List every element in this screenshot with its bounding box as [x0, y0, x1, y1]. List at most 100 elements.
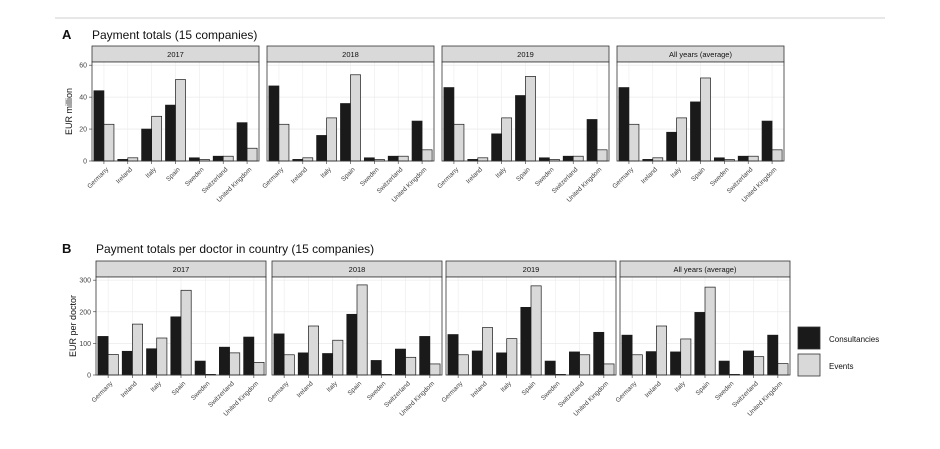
bar-consultancies-ireland-all-years-average: [645, 351, 657, 376]
bar-consultancies-germany-2018: [273, 333, 285, 376]
bar-consultancies-united-kingdom-all-years-average: [761, 120, 773, 162]
x-tick-label-ireland: Ireland: [120, 380, 139, 399]
bar-consultancies-sweden-all-years-average: [713, 157, 725, 162]
bar-consultancies-switzerland-2019: [562, 155, 574, 162]
bar-consultancies-switzerland-2017: [219, 346, 230, 376]
y-tick-label: 100: [79, 341, 91, 348]
bar-events-united-kingdom-2018: [421, 149, 433, 162]
x-tick-label-ireland: Ireland: [465, 166, 484, 185]
x-tick-label-ireland: Ireland: [115, 166, 134, 185]
bar-events-united-kingdom-all-years-average: [777, 363, 789, 376]
bar-consultancies-spain-2017: [170, 316, 182, 376]
x-tick-label-germany: Germany: [86, 166, 110, 190]
bar-events-switzerland-all-years-average: [747, 155, 759, 162]
bar-consultancies-spain-2019: [515, 95, 526, 162]
y-tick-label: 40: [79, 95, 87, 102]
x-tick-label-ireland: Ireland: [290, 166, 309, 185]
bar-consultancies-spain-2019: [520, 306, 532, 376]
legend-label-events: Events: [829, 362, 853, 371]
x-tick-label-ireland: Ireland: [470, 380, 489, 399]
bar-consultancies-spain-all-years-average: [690, 101, 701, 162]
bar-events-united-kingdom-2019: [596, 149, 608, 162]
x-tick-label-spain: Spain: [340, 166, 357, 183]
x-tick-label-spain: Spain: [690, 166, 707, 183]
bar-consultancies-spain-all-years-average: [694, 312, 706, 376]
x-tick-label-sweden: Sweden: [366, 380, 388, 402]
x-tick-label-ireland: Ireland: [296, 380, 315, 399]
facet-strip-label: 2017: [167, 50, 184, 59]
bar-consultancies-switzerland-2018: [395, 348, 406, 376]
bar-consultancies-spain-2018: [346, 313, 358, 376]
bar-consultancies-switzerland-2019: [569, 351, 580, 376]
facet-strip-label: 2017: [173, 265, 190, 274]
bar-consultancies-italy-all-years-average: [666, 131, 677, 162]
y-tick-label: 60: [79, 63, 87, 70]
facet-strip-label: All years (average): [674, 265, 737, 274]
bar-events-italy-2018: [332, 339, 344, 376]
facet-strip-label: 2019: [517, 50, 534, 59]
bar-events-italy-2018: [326, 117, 338, 162]
facet-strip-label: 2019: [523, 265, 540, 274]
legend-key-events: [797, 353, 821, 377]
bar-events-germany-2019: [457, 354, 469, 376]
bar-consultancies-switzerland-2017: [212, 155, 224, 162]
bar-consultancies-sweden-2018: [370, 360, 382, 376]
x-tick-label-sweden: Sweden: [709, 166, 731, 188]
x-tick-label-germany: Germany: [441, 380, 465, 404]
bar-events-spain-2019: [530, 285, 542, 376]
facet-strip-label: 2018: [349, 265, 366, 274]
bar-consultancies-united-kingdom-2017: [236, 122, 248, 162]
bar-consultancies-switzerland-all-years-average: [743, 350, 754, 376]
y-tick-label: 200: [79, 309, 91, 316]
y-tick-label: 20: [79, 127, 87, 134]
bar-events-germany-all-years-average: [631, 354, 643, 376]
bar-consultancies-spain-2017: [165, 104, 176, 162]
y-axis-title: EUR per doctor: [68, 295, 78, 357]
bar-events-united-kingdom-2017: [253, 362, 265, 376]
bar-events-switzerland-2019: [579, 354, 591, 376]
x-tick-label-spain: Spain: [171, 380, 188, 397]
bar-consultancies-united-kingdom-2019: [586, 119, 598, 162]
bar-consultancies-germany-2019: [443, 87, 455, 162]
bar-events-germany-2018: [283, 354, 295, 376]
bar-events-germany-2019: [453, 123, 465, 162]
bar-consultancies-united-kingdom-all-years-average: [767, 334, 779, 376]
bar-consultancies-ireland-2017: [121, 350, 133, 376]
bar-events-spain-2018: [350, 74, 361, 162]
bar-consultancies-switzerland-all-years-average: [737, 155, 749, 162]
bar-consultancies-sweden-2019: [544, 360, 556, 376]
x-tick-label-sweden: Sweden: [184, 166, 206, 188]
x-tick-label-spain: Spain: [347, 380, 364, 397]
legend-key-consultancies: [797, 326, 821, 350]
bar-consultancies-germany-all-years-average: [618, 87, 630, 162]
bar-events-germany-2018: [278, 123, 290, 162]
bar-consultancies-spain-2018: [340, 103, 351, 162]
legend-label-consultancies: Consultancies: [829, 335, 879, 344]
bar-events-italy-all-years-average: [680, 338, 692, 376]
bar-events-italy-2017: [151, 115, 163, 162]
x-tick-label-italy: Italy: [500, 380, 514, 394]
bar-consultancies-italy-2018: [322, 353, 334, 376]
x-tick-label-germany: Germany: [611, 166, 635, 190]
bar-consultancies-sweden-2017: [188, 157, 200, 162]
bar-consultancies-sweden-2019: [538, 157, 550, 162]
bar-events-switzerland-2017: [229, 352, 241, 376]
bar-consultancies-germany-2019: [447, 334, 459, 376]
bar-consultancies-united-kingdom-2019: [593, 331, 605, 376]
bar-events-ireland-2018: [302, 157, 314, 162]
panel-a-title: Payment totals (15 companies): [92, 28, 257, 42]
bar-consultancies-germany-2017: [93, 90, 105, 162]
x-tick-label-germany: Germany: [267, 380, 291, 404]
x-tick-label-sweden: Sweden: [714, 380, 736, 402]
bar-events-switzerland-all-years-average: [753, 356, 765, 376]
panel-b-title: Payment totals per doctor in country (15…: [96, 242, 374, 256]
bar-consultancies-united-kingdom-2018: [419, 336, 431, 376]
x-tick-label-italy: Italy: [670, 166, 684, 180]
bar-consultancies-switzerland-2018: [387, 155, 399, 162]
bar-events-ireland-all-years-average: [656, 325, 667, 376]
bar-events-united-kingdom-all-years-average: [771, 149, 783, 162]
legend: Consultancies Events: [797, 326, 879, 377]
x-tick-label-ireland: Ireland: [644, 380, 663, 399]
facet-strip-label: All years (average): [669, 50, 732, 59]
